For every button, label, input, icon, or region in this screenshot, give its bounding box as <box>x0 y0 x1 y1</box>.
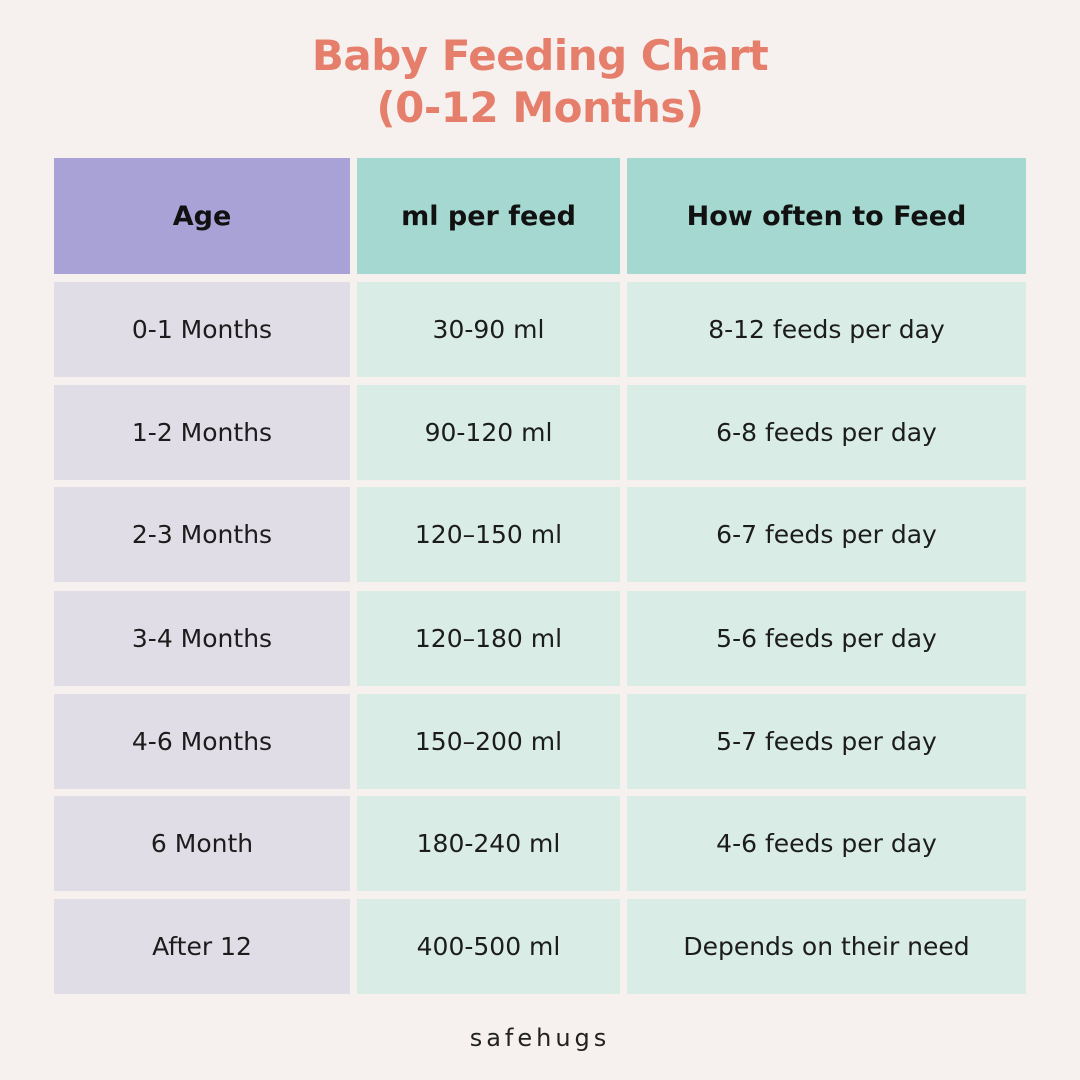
cell-age: After 12 <box>54 899 350 994</box>
cell-ml: 400-500 ml <box>357 899 620 994</box>
table-row: 3-4 Months 120–180 ml 5-6 feeds per day <box>54 591 1026 686</box>
cell-ml: 120–180 ml <box>357 591 620 686</box>
brand-logo: safehugs <box>469 1024 611 1052</box>
table-row: 1-2 Months 90-120 ml 6-8 feeds per day <box>54 385 1026 480</box>
table-row: After 12 400-500 ml Depends on their nee… <box>54 899 1026 994</box>
cell-frequency: 5-6 feeds per day <box>627 591 1026 686</box>
table-row: 2-3 Months 120–150 ml 6-7 feeds per day <box>54 487 1026 582</box>
page-title: Baby Feeding Chart (0-12 Months) <box>0 30 1080 134</box>
cell-ml: 90-120 ml <box>357 385 620 480</box>
cell-ml: 150–200 ml <box>357 694 620 789</box>
cell-age: 6 Month <box>54 796 350 891</box>
cell-frequency: 6-8 feeds per day <box>627 385 1026 480</box>
cell-ml: 180-240 ml <box>357 796 620 891</box>
header-how-often: How often to Feed <box>627 158 1026 274</box>
table-row: 0-1 Months 30-90 ml 8-12 feeds per day <box>54 282 1026 377</box>
cell-age: 1-2 Months <box>54 385 350 480</box>
title-line-2: (0-12 Months) <box>376 83 704 132</box>
cell-age: 0-1 Months <box>54 282 350 377</box>
cell-frequency: 6-7 feeds per day <box>627 487 1026 582</box>
cell-age: 2-3 Months <box>54 487 350 582</box>
table-header-row: Age ml per feed How often to Feed <box>54 158 1026 274</box>
cell-frequency: Depends on their need <box>627 899 1026 994</box>
cell-frequency: 8-12 feeds per day <box>627 282 1026 377</box>
cell-age: 3-4 Months <box>54 591 350 686</box>
table-row: 4-6 Months 150–200 ml 5-7 feeds per day <box>54 694 1026 789</box>
cell-frequency: 5-7 feeds per day <box>627 694 1026 789</box>
header-age: Age <box>54 158 350 274</box>
table-row: 6 Month 180-240 ml 4-6 feeds per day <box>54 796 1026 891</box>
cell-age: 4-6 Months <box>54 694 350 789</box>
header-ml-per-feed: ml per feed <box>357 158 620 274</box>
cell-ml: 30-90 ml <box>357 282 620 377</box>
title-line-1: Baby Feeding Chart <box>311 31 769 80</box>
cell-ml: 120–150 ml <box>357 487 620 582</box>
cell-frequency: 4-6 feeds per day <box>627 796 1026 891</box>
